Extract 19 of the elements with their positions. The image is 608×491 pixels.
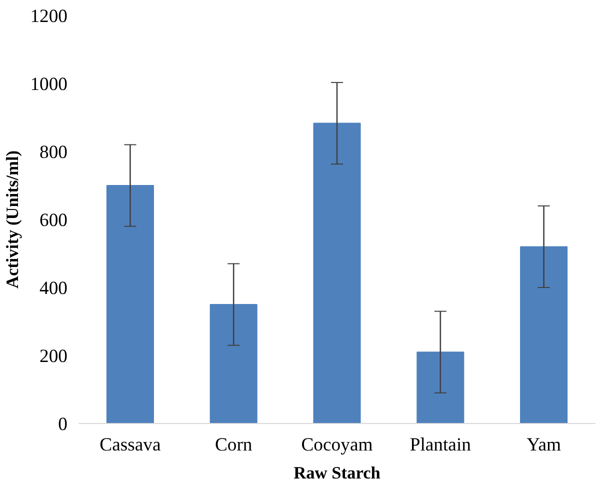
y-tick-label: 1200 [30,6,68,27]
bar [520,246,568,424]
y-tick-label: 400 [40,278,68,299]
bar [416,352,464,424]
bar [106,185,154,424]
y-tick-label: 1000 [30,74,68,95]
x-tick-label: Yam [526,434,562,456]
y-tick-label: 200 [40,346,68,367]
x-tick-label: Corn [214,434,253,456]
x-tick-label: Cocoyam [301,434,374,456]
x-axis-title: Raw Starch [294,464,381,482]
bar [313,122,361,424]
y-tick-label: 600 [40,210,68,231]
y-tick-label: 800 [40,142,68,163]
y-axis-title: Activity (Units/ml) [3,150,22,289]
bar [210,304,258,424]
x-tick-label: Plantain [410,434,472,456]
x-tick-label: Cassava [100,434,162,456]
y-tick-label: 0 [58,414,68,435]
